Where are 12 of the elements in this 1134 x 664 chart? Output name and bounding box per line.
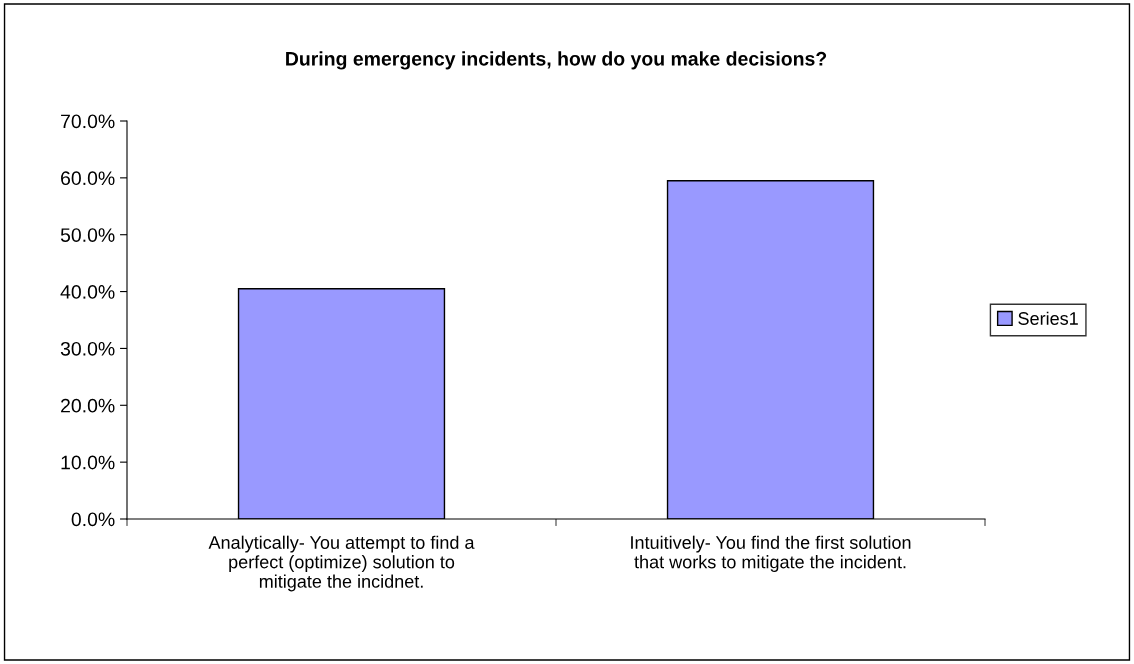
- y-tick-label: 20.0%: [61, 398, 115, 413]
- y-tick-label: 0.0%: [71, 512, 115, 527]
- x-tick-label: Intuitively- You find the first solution that works to mitigate the incident.: [631, 535, 911, 572]
- y-tick-label: 60.0%: [61, 171, 115, 186]
- y-tick-label: 50.0%: [60, 228, 115, 242]
- y-tick-label: 30.0%: [60, 341, 115, 356]
- chart-title: During emergency incidents, how do you make decisions?: [286, 51, 827, 70]
- y-tick-label: 40.0%: [60, 285, 115, 299]
- y-tick-label: 70.0%: [61, 114, 115, 129]
- legend-label: Series1: [1018, 311, 1078, 325]
- x-tick-label: Analytically- You attempt to find a perfect (optimize) solution to mitigate the incidnet.: [208, 535, 475, 592]
- y-tick-label: 10.0%: [61, 455, 115, 470]
